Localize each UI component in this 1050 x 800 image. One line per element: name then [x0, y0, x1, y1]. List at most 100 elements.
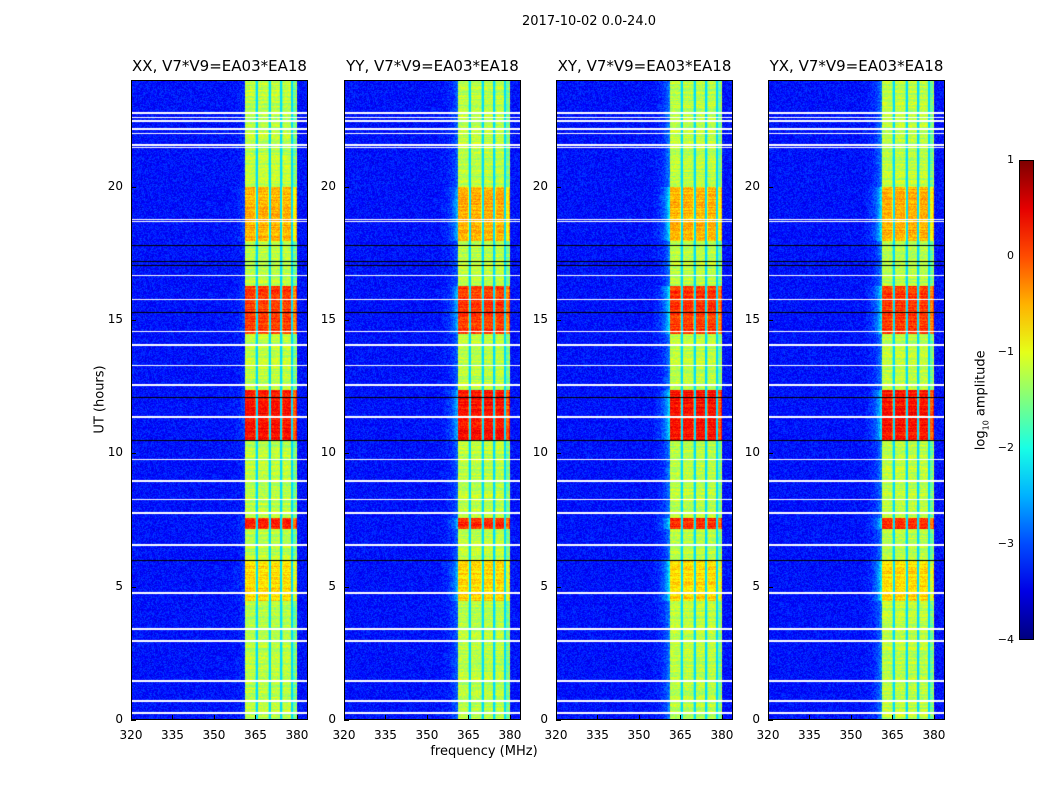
colorbar-tick-label: −2 [997, 441, 1014, 454]
x-tick-label: 380 [710, 728, 734, 742]
x-tick-mark [597, 715, 599, 720]
heatmap-image [556, 80, 733, 720]
x-tick-mark [385, 715, 387, 720]
y-tick-mark [344, 186, 349, 188]
x-tick-label: 335 [374, 728, 397, 742]
y-tick-mark [768, 720, 773, 721]
colorbar-tick-label: 0 [1007, 249, 1014, 262]
y-tick-label: 0 [752, 712, 760, 726]
spectrogram-panel: YX, V7*V9=EA03*EA18 320 335 350 365 380 0 5 10 15… [745, 57, 946, 742]
x-tick-label: 320 [332, 728, 356, 742]
y-tick-label: 20 [744, 178, 760, 193]
colorbar-label-base: log [973, 430, 989, 451]
axes-frame [131, 80, 308, 720]
x-tick-mark [296, 715, 298, 720]
x-tick-mark [556, 715, 557, 720]
spectrogram-panel: XX, V7*V9=EA03*EA18 320 335 350 365 380 0 5 10 15… [108, 57, 309, 742]
y-tick-mark [556, 720, 561, 721]
colorbar-tick-label: −4 [997, 633, 1014, 646]
colorbar-tick-label: −3 [997, 537, 1014, 550]
y-tick-label: 20 [107, 178, 123, 193]
colorbar-label-sub: 10 [981, 420, 991, 431]
y-tick-label: 20 [320, 178, 336, 193]
x-tick-mark [468, 715, 470, 720]
x-tick-label: 320 [119, 728, 143, 742]
x-tick-mark [426, 715, 428, 720]
x-tick-label: 350 [202, 728, 226, 742]
x-axis-label: frequency (MHz) [430, 744, 538, 759]
x-tick-mark [172, 715, 174, 720]
x-tick-mark [255, 715, 257, 720]
y-tick-mark [344, 320, 349, 321]
y-tick-label: 10 [532, 445, 548, 460]
y-tick-label: 10 [744, 445, 760, 460]
spectrogram-panel: XY, V7*V9=EA03*EA18 320 335 350 365 380 0 5 10 15… [533, 57, 734, 742]
y-tick-mark [768, 320, 773, 321]
panel-title: XY, V7*V9=EA03*EA18 [557, 57, 732, 75]
x-tick-mark [213, 715, 215, 720]
heatmap-image [344, 80, 521, 720]
x-tick-label: 380 [498, 728, 522, 742]
y-tick-mark [556, 453, 561, 455]
y-tick-label: 10 [320, 445, 336, 460]
axes-frame [556, 80, 733, 720]
y-tick-label: 0 [328, 712, 336, 726]
x-tick-mark [638, 715, 640, 720]
y-tick-mark [556, 586, 561, 588]
x-tick-label: 365 [881, 728, 904, 742]
y-tick-label: 0 [115, 712, 123, 726]
x-tick-label: 365 [244, 728, 267, 742]
y-tick-label: 10 [107, 445, 123, 460]
x-tick-mark [768, 715, 769, 720]
colorbar-label-rest: amplitude [973, 350, 989, 421]
y-tick-mark [131, 186, 136, 188]
y-tick-mark [344, 586, 349, 588]
y-tick-label: 20 [532, 178, 548, 193]
y-tick-label: 15 [320, 312, 336, 326]
x-tick-label: 350 [627, 728, 651, 742]
x-tick-mark [344, 715, 345, 720]
y-tick-label: 5 [115, 578, 123, 593]
x-tick-label: 320 [756, 728, 780, 742]
x-tick-label: 335 [161, 728, 184, 742]
heatmap-image [131, 80, 308, 720]
x-tick-mark [933, 715, 935, 720]
panel-title: YY, V7*V9=EA03*EA18 [346, 57, 519, 75]
y-tick-label: 5 [328, 578, 336, 593]
y-axis-label: UT (hours) [92, 365, 108, 434]
y-tick-mark [556, 186, 561, 188]
y-tick-mark [131, 720, 136, 721]
colorbar [1019, 160, 1034, 640]
x-tick-label: 350 [839, 728, 863, 742]
colorbar-tick-label: −1 [997, 345, 1014, 358]
x-tick-label: 335 [586, 728, 609, 742]
x-tick-label: 365 [457, 728, 480, 742]
y-tick-label: 15 [107, 312, 123, 326]
y-tick-label: 0 [540, 712, 548, 726]
y-tick-mark [768, 186, 773, 188]
axes-frame [768, 80, 945, 720]
y-tick-mark [556, 320, 561, 321]
x-tick-mark [680, 715, 682, 720]
x-tick-label: 380 [922, 728, 946, 742]
heatmap-image [768, 80, 945, 720]
figure-title: 2017-10-02 0.0-24.0 [522, 14, 656, 29]
y-tick-mark [768, 453, 773, 455]
panel-title: YX, V7*V9=EA03*EA18 [769, 57, 944, 75]
x-tick-mark [809, 715, 811, 720]
x-tick-mark [850, 715, 852, 720]
x-tick-label: 350 [415, 728, 439, 742]
y-tick-label: 5 [540, 578, 548, 593]
y-tick-mark [131, 453, 136, 455]
y-tick-label: 15 [744, 312, 760, 326]
x-tick-label: 335 [798, 728, 821, 742]
y-tick-mark [344, 720, 349, 721]
y-tick-mark [131, 320, 136, 321]
y-tick-mark [344, 453, 349, 455]
x-tick-mark [509, 715, 511, 720]
y-tick-label: 15 [532, 312, 548, 326]
x-tick-label: 365 [669, 728, 692, 742]
y-tick-mark [131, 586, 136, 588]
x-tick-mark [721, 715, 723, 720]
